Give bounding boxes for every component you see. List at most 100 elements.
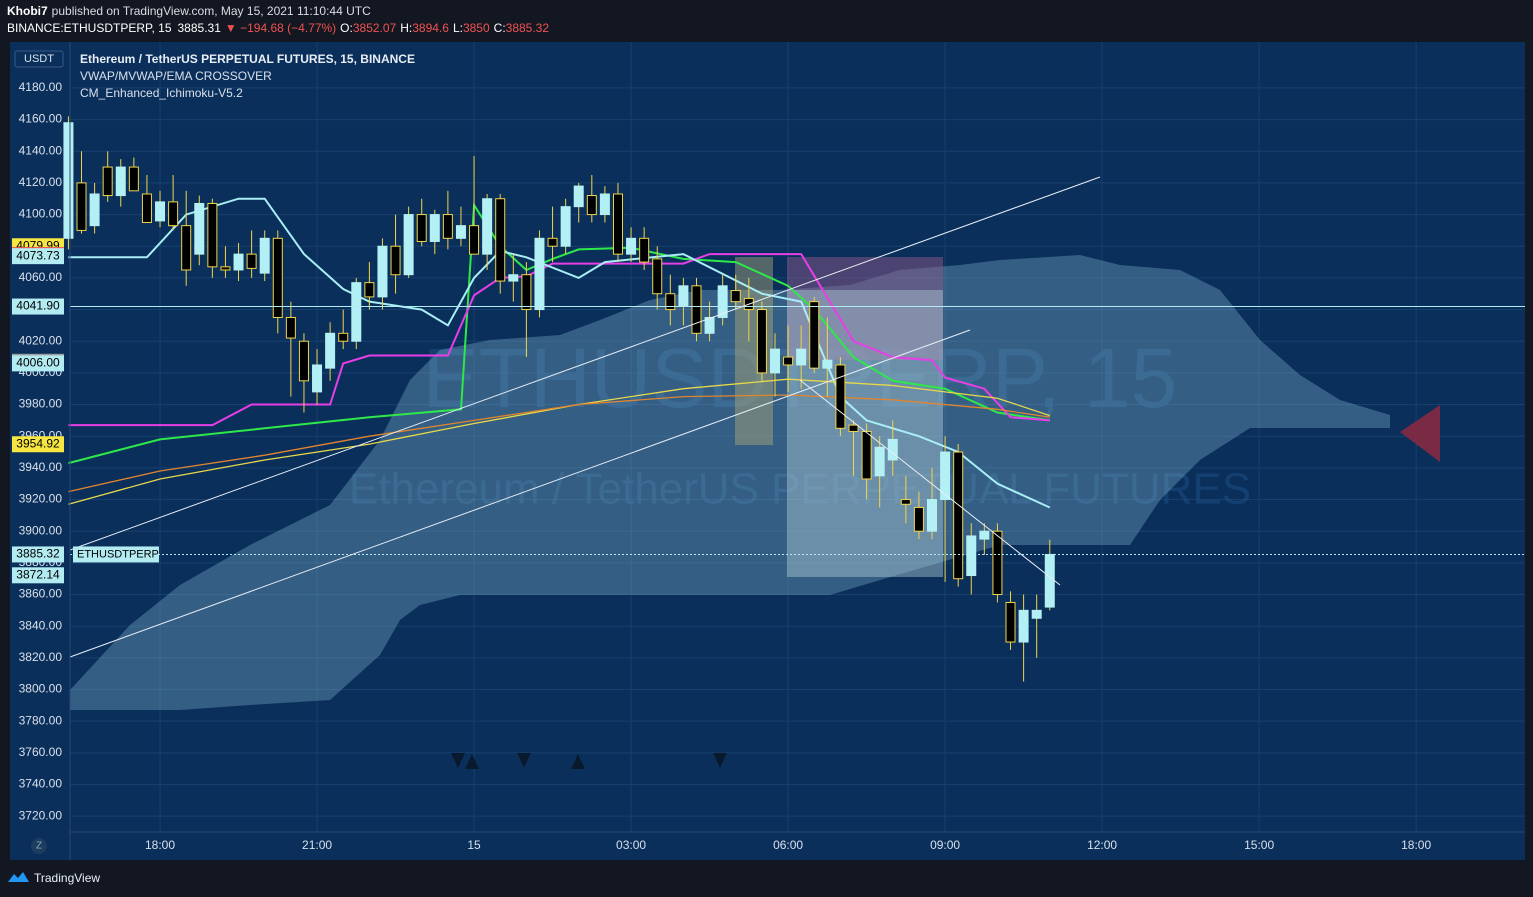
candle-body <box>403 214 414 276</box>
candle-body <box>730 290 741 303</box>
x-tick-label: 15 <box>467 838 481 852</box>
candle-body <box>861 430 872 480</box>
y-tick-label: 3720.00 <box>19 808 63 822</box>
candle-body <box>168 201 179 227</box>
candle-body <box>874 446 885 477</box>
candle-body <box>900 499 911 505</box>
symbol-tag: ETHUSDTPERP <box>77 548 159 560</box>
candle-body <box>639 237 650 263</box>
x-tick-label: 03:00 <box>616 838 646 852</box>
y-tick-label: 3840.00 <box>19 618 63 632</box>
candle-body <box>115 166 126 197</box>
candle-body <box>1005 601 1016 643</box>
y-tick-label: 3780.00 <box>19 713 63 727</box>
candle-body <box>442 214 453 239</box>
header-text: 3885.31 <box>178 21 222 35</box>
candle-body <box>63 122 74 239</box>
header-text: 3894.6 <box>412 21 449 35</box>
candle-body <box>717 285 728 318</box>
cloud-marker <box>1400 405 1440 462</box>
zone-box <box>735 257 773 445</box>
candle-body <box>128 166 139 192</box>
candle-body <box>560 206 571 247</box>
y-tick-label: 3740.00 <box>19 777 63 791</box>
x-tick-label: 06:00 <box>773 838 803 852</box>
candle-body <box>756 309 767 374</box>
signals <box>451 753 727 769</box>
price-label-box <box>12 355 64 372</box>
candle-body <box>508 274 519 282</box>
candle-body <box>704 316 715 334</box>
y-tick-label: 3940.00 <box>19 460 63 474</box>
grid <box>70 42 1525 832</box>
candle-body <box>194 202 205 255</box>
candle-body <box>586 195 597 216</box>
header-text: H: <box>400 21 412 35</box>
candle-body <box>992 530 1003 596</box>
candle-body <box>966 535 977 577</box>
sell-signal <box>713 753 727 768</box>
candle-body <box>76 182 87 231</box>
candle-body <box>338 332 349 342</box>
candle-body <box>377 245 388 298</box>
ichimoku-cloud <box>70 255 1390 710</box>
price-label: 4006.00 <box>16 356 60 370</box>
candle-body <box>1031 609 1042 619</box>
header-text: ▼ −194.68 (−4.77%) <box>225 21 336 35</box>
indicator-line <box>68 201 1050 465</box>
candle-body <box>822 359 833 369</box>
settings-icon[interactable]: Z <box>36 841 42 852</box>
candle-body <box>272 237 283 318</box>
header-text: 3852.07 <box>353 21 397 35</box>
x-tick-label: 18:00 <box>145 838 175 852</box>
footer: TradingView <box>34 871 100 885</box>
settings-button[interactable] <box>31 838 47 854</box>
candle-body <box>220 266 231 271</box>
candle-body <box>652 258 663 295</box>
price-label-box <box>12 298 64 315</box>
candle-body <box>390 245 401 276</box>
header-text: C: <box>494 21 506 35</box>
candle-body <box>364 282 375 298</box>
trend-line <box>69 176 1101 551</box>
y-tick-label: 3800.00 <box>19 682 63 696</box>
candle-body <box>429 214 440 242</box>
candle-body <box>678 285 689 307</box>
candle-body <box>1044 553 1055 608</box>
y-tick-label: 4020.00 <box>19 333 63 347</box>
buy-signal <box>571 754 585 769</box>
candle-body <box>534 237 545 311</box>
x-tick-label: 09:00 <box>930 838 960 852</box>
symbol-tag-box <box>73 546 159 563</box>
y-tick-label: 4160.00 <box>19 112 63 126</box>
candle-body <box>665 293 676 311</box>
trend-line <box>69 329 971 658</box>
candle-body <box>940 451 951 501</box>
candle-body <box>259 237 270 274</box>
x-tick-label: 12:00 <box>1087 838 1117 852</box>
header-text: BINANCE:ETHUSDTPERP, 15 <box>7 21 172 35</box>
y-tick-label: 3860.00 <box>19 587 63 601</box>
x-tick-label: 18:00 <box>1401 838 1431 852</box>
candle-body <box>796 348 807 366</box>
candle-body <box>691 285 702 334</box>
y-tick-label: 4140.00 <box>19 143 63 157</box>
publisher: Khobi7 <box>7 4 48 18</box>
candle-body <box>155 201 166 222</box>
watermark: Ethereum / TetherUS PERPETUAL FUTURES <box>349 465 1251 514</box>
header-text: 3850 <box>463 21 490 35</box>
price-label: 3885.32 <box>16 547 60 561</box>
y-tick-label: 4180.00 <box>19 80 63 94</box>
y-unit: USDT <box>24 53 54 65</box>
price-label-box <box>12 567 64 584</box>
candle-body <box>547 237 558 247</box>
candle-body <box>233 253 244 271</box>
chart-panel <box>10 42 1525 860</box>
price-label: 3872.14 <box>16 567 60 581</box>
y-tick-label: 3820.00 <box>19 650 63 664</box>
candle-body <box>495 198 506 282</box>
trend-line <box>799 379 1061 586</box>
candle-body <box>979 530 990 540</box>
